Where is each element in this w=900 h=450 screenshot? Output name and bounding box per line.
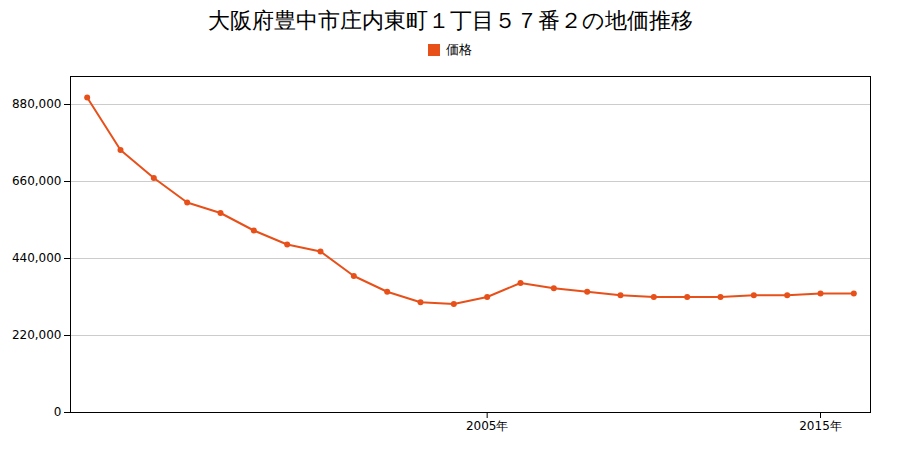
svg-text:0: 0 (54, 405, 62, 419)
svg-text:220,000: 220,000 (12, 328, 62, 342)
svg-text:440,000: 440,000 (12, 251, 62, 265)
svg-text:880,000: 880,000 (12, 97, 62, 111)
html-text:大阪府豊中市庄内東町１丁目５７番２の地価推移: 大阪府豊中市庄内東町１丁目５７番２の地価推移 (207, 8, 693, 33)
svg-text:2005年: 2005年 (466, 419, 509, 433)
svg-text:660,000: 660,000 (12, 174, 62, 188)
svg-text:2015年: 2015年 (799, 419, 842, 433)
html-text:価格: 価格 (446, 42, 472, 57)
